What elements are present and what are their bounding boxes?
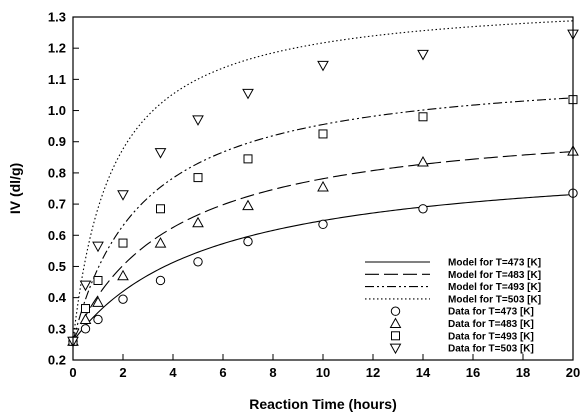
- data-point-series-3: [118, 238, 128, 248]
- data-point-series-1: [93, 314, 103, 325]
- y-tick-label: 0.3: [48, 321, 66, 336]
- legend-label: Data for T=483 [K]: [448, 319, 534, 330]
- data-point-series-2: [192, 216, 204, 228]
- legend-label: Data for T=473 [K]: [448, 307, 534, 318]
- y-tick-label: 0.6: [48, 228, 66, 243]
- data-point-series-2: [154, 237, 167, 248]
- data-point-series-3: [318, 129, 328, 139]
- y-tick-label: 1.3: [48, 10, 66, 25]
- y-tick-label: 1.2: [48, 41, 66, 56]
- x-tick-label: 18: [516, 365, 530, 380]
- y-tick-label: 1.0: [48, 103, 66, 118]
- data-point-series-4: [92, 241, 104, 253]
- legend-marker-4: [389, 343, 402, 355]
- x-tick-label: 20: [566, 365, 580, 380]
- data-point-series-4: [417, 49, 429, 61]
- data-point-series-4: [192, 115, 204, 126]
- y-tick-label: 1.1: [48, 72, 66, 87]
- x-tick-label: 12: [366, 365, 380, 380]
- legend-label: Data for T=493 [K]: [448, 331, 534, 342]
- x-tick-label: 2: [119, 365, 126, 380]
- x-tick-label: 14: [416, 365, 431, 380]
- data-point-series-3: [193, 173, 203, 183]
- data-point-series-1: [155, 275, 166, 286]
- data-point-series-3: [81, 304, 90, 314]
- legend-marker-3: [391, 331, 400, 341]
- data-point-series-4: [242, 88, 254, 100]
- data-point-series-2: [417, 155, 429, 167]
- y-tick-label: 0.4: [48, 290, 67, 305]
- y-tick-label: 0.5: [48, 259, 66, 274]
- data-point-series-3: [93, 275, 103, 285]
- legend-marker-1: [390, 306, 401, 316]
- data-point-series-4: [317, 60, 329, 72]
- data-point-series-1: [193, 257, 203, 267]
- x-tick-label: 10: [316, 365, 330, 380]
- data-point-series-1: [243, 236, 253, 247]
- legend-label: Data for T=503 [K]: [448, 344, 534, 355]
- legend-label: Model for T=483 [K]: [448, 270, 541, 281]
- x-tick-label: 0: [69, 365, 76, 380]
- data-point-series-1: [318, 219, 328, 230]
- data-point-series-1: [118, 294, 128, 304]
- model-curve-3: [72, 97, 574, 342]
- model-curve-4: [72, 20, 574, 342]
- y-tick-label: 0.2: [48, 353, 66, 368]
- data-point-series-2: [242, 199, 254, 211]
- axis-ticks: 0 2 4 6 8 10 12 14 16 18 20 0.2 0.3 0.4 0.5 0.6 0.7 0.8 0.…: [48, 10, 580, 381]
- y-tick-label: 0.7: [48, 197, 66, 212]
- data-point-series-2: [79, 313, 92, 324]
- x-tick-label: 6: [219, 365, 226, 380]
- x-axis-title: Reaction Time (hours): [249, 396, 397, 412]
- data-point-series-1: [418, 204, 428, 214]
- data-point-series-2: [92, 296, 104, 307]
- x-tick-label: 4: [169, 365, 177, 380]
- data-point-series-1: [80, 324, 91, 334]
- legend-label: Model for T=473 [K]: [448, 258, 541, 269]
- data-point-series-4: [79, 280, 92, 292]
- legend-label: Model for T=493 [K]: [448, 282, 541, 293]
- legend: Model for T=473 [K]Model for T=483 [K]Mo…: [365, 258, 541, 355]
- data-point-series-3: [243, 154, 253, 164]
- data-point-series-4: [154, 148, 167, 159]
- model-curve-2: [72, 151, 574, 342]
- y-axis-title: IV (dl/g): [7, 163, 23, 214]
- x-tick-label: 8: [269, 365, 276, 380]
- data-point-series-2: [317, 180, 329, 192]
- data-point-series-4: [117, 190, 129, 201]
- y-tick-label: 0.9: [48, 134, 66, 149]
- legend-marker-2: [389, 317, 402, 328]
- data-point-series-2: [117, 269, 129, 281]
- data-point-series-3: [156, 204, 165, 214]
- legend-label: Model for T=503 [K]: [448, 294, 541, 305]
- x-tick-label: 16: [466, 365, 480, 380]
- data-point-series-3: [418, 112, 428, 122]
- y-tick-label: 0.8: [48, 165, 66, 180]
